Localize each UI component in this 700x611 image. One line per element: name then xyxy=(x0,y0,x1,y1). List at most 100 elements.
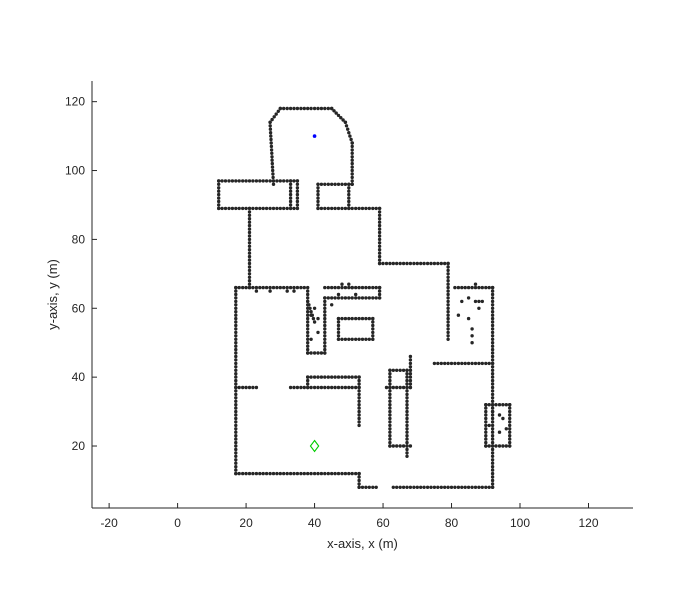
wall-point xyxy=(429,485,433,489)
wall-point xyxy=(374,485,378,489)
wall-point xyxy=(223,206,228,211)
wall-point xyxy=(269,134,273,138)
wall-point xyxy=(388,406,392,410)
wall-point xyxy=(490,323,495,328)
wall-point xyxy=(288,106,293,111)
wall-point xyxy=(377,241,382,245)
wall-point xyxy=(230,206,235,211)
wall-point xyxy=(316,375,320,379)
wall-point xyxy=(288,203,293,207)
wall-point xyxy=(405,437,409,441)
wall-point xyxy=(446,279,450,283)
x-tick-label: 0 xyxy=(174,516,181,530)
wall-point xyxy=(323,296,327,300)
wall-point xyxy=(326,206,330,211)
wall-point xyxy=(271,206,276,211)
wall-point xyxy=(271,182,276,186)
wall-point xyxy=(377,230,382,235)
wall-point xyxy=(484,485,488,489)
wall-point xyxy=(292,179,296,183)
wall-point xyxy=(490,341,495,345)
wall-point xyxy=(326,385,330,390)
wall-point xyxy=(285,179,289,183)
wall-point xyxy=(367,485,371,489)
wall-point xyxy=(371,337,375,341)
wall-point xyxy=(391,261,395,266)
wall-point xyxy=(220,206,224,211)
wall-point xyxy=(477,485,481,489)
wall-point xyxy=(388,416,392,421)
wall-point xyxy=(508,403,512,407)
wall-point xyxy=(316,189,320,193)
wall-point xyxy=(309,375,313,379)
obstacle-point xyxy=(460,299,464,304)
wall-point xyxy=(490,485,495,489)
wall-point xyxy=(391,368,395,372)
wall-point xyxy=(244,285,248,290)
wall-point xyxy=(377,244,382,248)
wall-point xyxy=(270,161,274,166)
wall-point xyxy=(388,392,392,397)
wall-point xyxy=(480,361,484,366)
wall-point xyxy=(357,337,361,341)
wall-point xyxy=(299,106,303,111)
wall-point xyxy=(234,179,238,183)
wall-point xyxy=(497,403,502,407)
wall-point xyxy=(323,299,327,304)
wall-point xyxy=(473,361,478,366)
wall-point xyxy=(408,361,413,366)
wall-point xyxy=(220,179,224,183)
wall-point xyxy=(306,385,310,390)
wall-point xyxy=(456,485,461,489)
wall-point xyxy=(453,485,457,489)
wall-point xyxy=(405,399,409,403)
wall-point xyxy=(484,440,488,445)
y-tick-label: 80 xyxy=(72,232,86,246)
wall-point xyxy=(316,186,320,190)
wall-point xyxy=(336,323,341,328)
wall-point xyxy=(319,351,324,355)
wall-point xyxy=(490,461,495,465)
wall-point xyxy=(323,347,327,352)
wall-point xyxy=(336,385,341,390)
wall-point xyxy=(234,351,238,355)
obstacle-point xyxy=(470,327,474,331)
wall-point xyxy=(374,285,378,290)
wall-point xyxy=(340,182,344,186)
obstacle-point xyxy=(487,423,491,428)
wall-point xyxy=(391,385,395,390)
wall-point xyxy=(484,406,488,410)
wall-point xyxy=(490,382,495,386)
wall-point xyxy=(312,351,317,355)
y-tick-label: 120 xyxy=(65,95,85,109)
wall-point xyxy=(306,316,310,321)
wall-point xyxy=(306,351,310,355)
obstacle-point xyxy=(470,341,474,345)
obstacle-point xyxy=(354,292,358,297)
wall-point xyxy=(234,385,238,390)
wall-point xyxy=(350,172,354,176)
wall-point xyxy=(340,375,344,379)
wall-point xyxy=(333,471,337,476)
wall-point xyxy=(364,485,368,489)
wall-point xyxy=(306,289,310,293)
wall-point xyxy=(234,440,238,445)
x-tick-label: 100 xyxy=(510,516,530,530)
wall-point xyxy=(326,375,330,379)
wall-point xyxy=(371,323,375,328)
wall-point xyxy=(302,385,306,390)
wall-point xyxy=(299,285,303,290)
wall-point xyxy=(247,241,252,245)
wall-point xyxy=(340,296,344,300)
wall-point xyxy=(371,485,375,489)
wall-point xyxy=(333,296,337,300)
wall-point xyxy=(490,303,495,307)
wall-point xyxy=(408,385,413,390)
wall-point xyxy=(217,199,221,204)
wall-point xyxy=(347,196,351,200)
wall-point xyxy=(401,385,406,390)
wall-point xyxy=(234,458,238,462)
wall-point xyxy=(439,261,443,266)
wall-point xyxy=(405,447,409,452)
wall-point xyxy=(405,430,409,434)
